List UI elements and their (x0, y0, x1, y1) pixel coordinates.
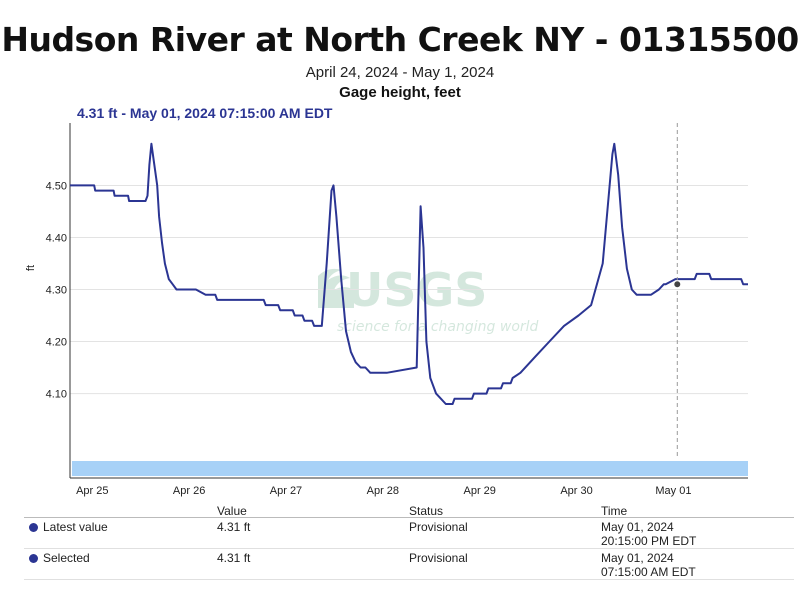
header-value: Value (217, 504, 247, 518)
legend-header: Value Status Time (24, 502, 794, 518)
legend-row-latest[interactable]: Latest value 4.31 ft Provisional May 01,… (24, 518, 794, 549)
hydrograph-chart[interactable]: USGS science for a changing world ft 4.1… (0, 0, 800, 500)
x-tick-label: Apr 26 (173, 485, 205, 497)
legend-time-clock: 07:15:00 AM EDT (601, 565, 696, 579)
usgs-tagline: science for a changing world (337, 319, 539, 335)
date-range: April 24, 2024 - May 1, 2024 (305, 64, 495, 81)
series-dot-icon (29, 523, 38, 532)
legend-name-text: Selected (43, 551, 90, 565)
y-tick-label: 4.20 (46, 337, 67, 349)
legend-time: May 01, 2024 07:15:00 AM EDT (601, 551, 696, 579)
y-tick-label: 4.10 (46, 389, 67, 401)
legend-time-clock: 20:15:00 PM EDT (601, 534, 697, 548)
y-tick-label: 4.30 (46, 285, 67, 297)
legend-status: Provisional (409, 520, 468, 534)
legend-status: Provisional (409, 551, 468, 565)
header-time: Time (601, 504, 628, 518)
series-dot-icon (29, 554, 38, 563)
legend-name-text: Latest value (43, 520, 108, 534)
x-tick-label: Apr 27 (270, 485, 302, 497)
legend-time: May 01, 2024 20:15:00 PM EDT (601, 520, 696, 548)
legend-value: 4.31 ft (217, 520, 251, 534)
usgs-logo-mark-icon (318, 268, 354, 308)
x-tick-label: Apr 28 (367, 485, 399, 497)
y-tick-label: 4.40 (46, 232, 67, 244)
x-tick-label: Apr 30 (560, 485, 592, 497)
x-tick-label: Apr 29 (463, 485, 495, 497)
legend-name-selected: Selected (29, 551, 90, 565)
chart-title: Hudson River at North Creek NY - 0131550… (1, 20, 799, 59)
header-status: Status (409, 504, 444, 518)
legend-table: Value Status Time Latest value 4.31 ft P… (24, 502, 794, 580)
legend-time-date: May 01, 2024 (601, 551, 674, 565)
usgs-watermark: USGS science for a changing world (318, 263, 539, 335)
time-brush[interactable] (72, 461, 748, 476)
x-tick-label: May 01 (655, 485, 691, 497)
selected-point-label: 4.31 ft - May 01, 2024 07:15:00 AM EDT (77, 105, 333, 121)
selected-point-marker[interactable] (673, 280, 682, 289)
y-axis-label: ft (25, 265, 37, 271)
y-tick-label: 4.50 (46, 180, 67, 192)
parameter-label: Gage height, feet (339, 84, 461, 101)
x-tick-label: Apr 25 (76, 485, 108, 497)
legend-time-date: May 01, 2024 (601, 520, 674, 534)
series-line-gage-height[interactable] (70, 142, 748, 405)
legend-name-latest: Latest value (29, 520, 108, 534)
legend-row-selected[interactable]: Selected 4.31 ft Provisional May 01, 202… (24, 549, 794, 580)
legend-value: 4.31 ft (217, 551, 251, 565)
